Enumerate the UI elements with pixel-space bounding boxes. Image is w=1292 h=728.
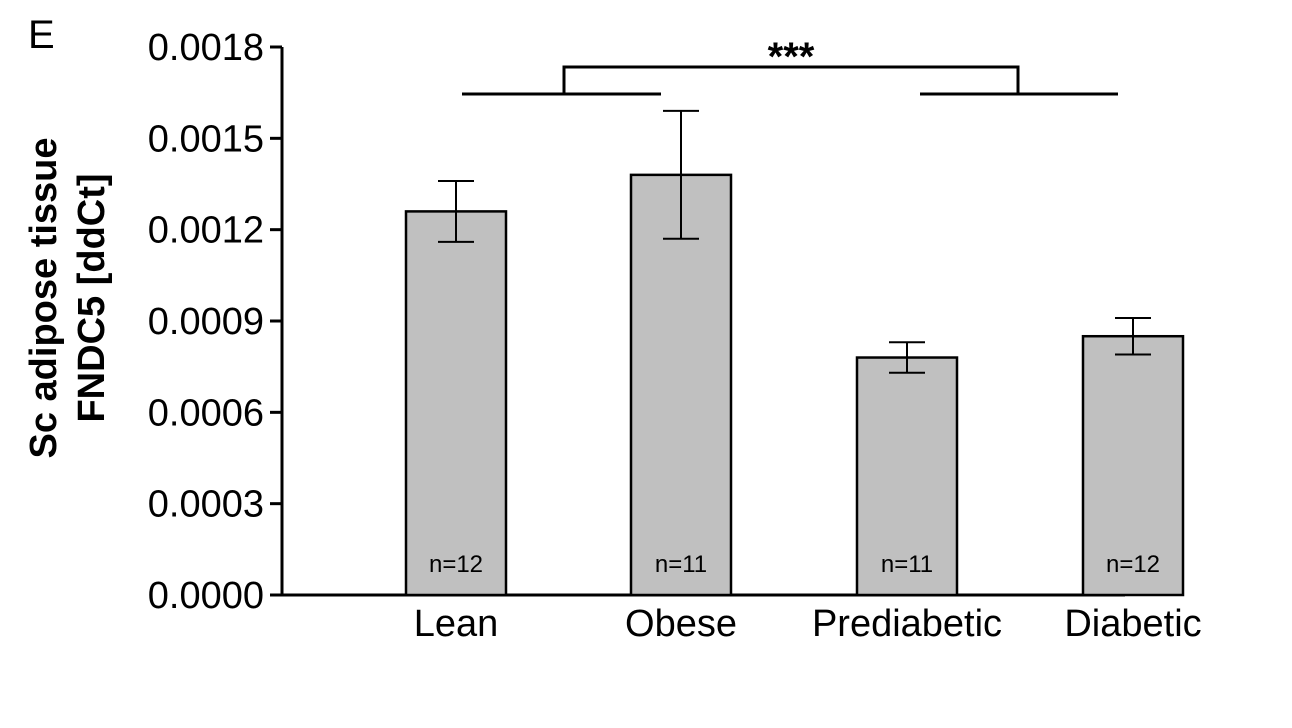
x-tick-label: Prediabetic [812, 603, 1002, 645]
x-tick-label: Obese [625, 603, 737, 645]
axes: 0.0000 0.0003 0.0006 0.0009 0.0012 0.0015 0.00… [148, 27, 1125, 617]
bracket-connector [562, 65, 1020, 94]
y-tick-label: 0.0018 [148, 27, 264, 69]
y-axis-title: Sc adipose tissue FNDC5 [ddCt] [23, 137, 113, 458]
y-tick-label: 0.0012 [148, 210, 264, 252]
bar-diabetic [1081, 334, 1185, 597]
n-label: n=12 [429, 551, 483, 578]
panel-label: E [28, 13, 55, 57]
y-tick-label: 0.0003 [148, 484, 264, 526]
significance-label: *** [768, 35, 815, 79]
bars: n=12 Lean n=11 Obese n=11 Prediabetic n=12 Diab… [404, 173, 1202, 645]
y-axis-title-line-1: Sc adipose tissue [23, 137, 65, 458]
x-tick-label: Lean [414, 603, 499, 645]
n-label: n=11 [881, 551, 933, 578]
y-tick-label: 0.0009 [148, 301, 264, 343]
error-bars [438, 109, 1151, 374]
n-label: n=12 [1106, 551, 1160, 578]
bar-prediabetic [855, 356, 959, 597]
y-axis-title-line-2: FNDC5 [ddCt] [71, 173, 113, 422]
x-tick-label: Diabetic [1064, 603, 1201, 645]
bar-obese [629, 173, 733, 597]
significance-bracket: *** [462, 35, 1118, 96]
y-tick-label: 0.0006 [148, 392, 264, 434]
y-tick-label: 0.0015 [148, 118, 264, 160]
bar-lean [404, 210, 508, 597]
y-tick-label: 0.0000 [148, 575, 264, 617]
n-label: n=11 [655, 551, 707, 578]
